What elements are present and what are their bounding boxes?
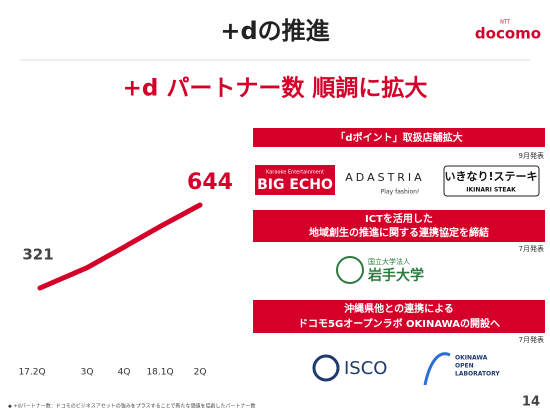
logo-text: Karaoke Entertainment <box>266 170 324 176</box>
logo-text: Play fashion! <box>381 189 420 196</box>
logo: docomo <box>475 25 541 43</box>
data-label: 321 <box>22 246 53 264</box>
line <box>37 202 203 291</box>
banner-text: ICTを活用した <box>365 212 433 225</box>
banner-text: 沖縄県他との連携による <box>344 302 454 315</box>
x-tick-label: 4Q <box>118 368 131 378</box>
logo-text: 国立大学法人 <box>368 257 410 266</box>
logo-text: LABORATORY <box>455 371 500 378</box>
logo-text: ADASTRIA <box>345 171 424 184</box>
logo-text: ISCO <box>344 358 387 379</box>
page-number: 14 <box>522 395 540 410</box>
footnote: ◆ +dパートナー数：ドコモのビジネスアセットの強みをプラスすることで新たな価値… <box>8 403 255 410</box>
emblem <box>336 256 364 284</box>
emblem <box>312 354 340 382</box>
banner <box>253 300 545 333</box>
title: +dの推進 <box>220 17 329 45</box>
x-tick-label: 18.1Q <box>146 368 173 378</box>
logo-text: IKINARI STEAK <box>466 187 516 194</box>
x-tick-label: 3Q <box>81 368 94 378</box>
banner <box>253 210 545 242</box>
emblem <box>423 352 451 386</box>
logo-text: 岩手大学 <box>367 267 424 284</box>
date: 9月発表 <box>519 151 544 160</box>
logo-box <box>255 165 335 195</box>
logo-text: OKINAWA <box>455 355 488 362</box>
logo-text: BIG ECHO <box>257 177 333 193</box>
logo-text: OPEN <box>455 363 474 370</box>
subtitle: +d パートナー数 順調に拡大 <box>123 75 428 102</box>
banner <box>253 128 545 147</box>
date: 7月発表 <box>519 244 544 253</box>
date: 7月発表 <box>519 335 544 344</box>
x-tick-label: 2Q <box>194 368 207 378</box>
banner-text: 「dポイント」取扱店舗拡大 <box>335 131 462 144</box>
x-tick-label: 17.2Q <box>18 368 45 378</box>
data-label: 644 <box>187 170 233 195</box>
banner-text: 地域創生の推進に関する連携協定を締結 <box>309 226 489 239</box>
logo-text: いきなり!ステーキ <box>444 170 537 183</box>
banner-text: ドコモ5Gオープンラボ OKINAWAの開設へ <box>298 317 500 330</box>
logo-small: NTT <box>500 20 511 26</box>
logo-box <box>443 165 540 197</box>
